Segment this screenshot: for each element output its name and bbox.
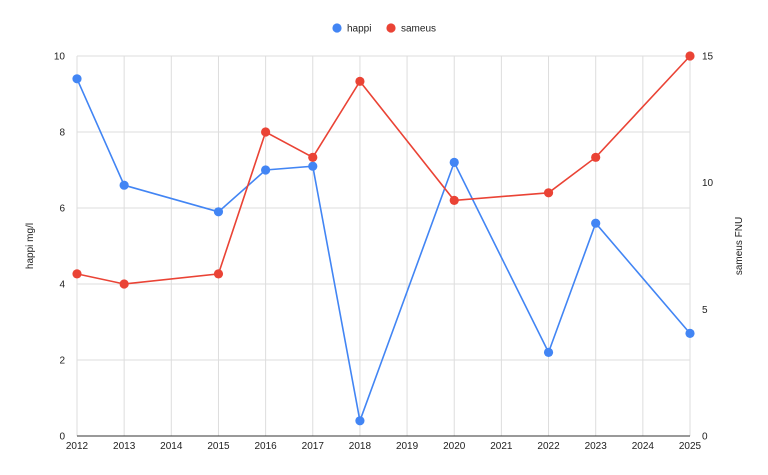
legend: happi sameus <box>332 23 436 35</box>
data-point-happi <box>119 180 129 190</box>
x-tick-label: 2020 <box>443 441 466 452</box>
legend-label-sameus: sameus <box>401 24 436 35</box>
data-point-happi <box>72 74 82 84</box>
data-point-sameus <box>543 188 554 198</box>
data-point-happi <box>685 328 695 338</box>
series-points <box>72 51 695 426</box>
x-tick-label: 2024 <box>632 441 655 452</box>
data-point-sameus <box>685 51 695 61</box>
series-line-happi <box>76 78 691 424</box>
data-point-happi <box>213 207 224 217</box>
x-tick-label: 2015 <box>207 441 230 452</box>
legend-marker-happi <box>332 23 342 33</box>
right-tick-label: 0 <box>702 432 708 443</box>
left-tick-label: 0 <box>59 432 65 443</box>
right-tick-label: 10 <box>702 178 714 189</box>
gridlines <box>76 55 691 437</box>
right-tick-label: 15 <box>702 52 714 63</box>
data-point-sameus <box>355 76 365 86</box>
data-point-sameus <box>261 127 271 137</box>
x-tick-label: 2025 <box>679 441 702 452</box>
series-lines <box>76 55 691 424</box>
x-tick-label: 2022 <box>537 441 560 452</box>
x-tick-label: 2016 <box>254 441 277 452</box>
x-tick-label: 2021 <box>490 441 513 452</box>
data-point-happi <box>591 218 601 228</box>
x-tick-label: 2013 <box>113 441 136 452</box>
x-tick-label: 2017 <box>302 441 325 452</box>
data-point-sameus <box>308 152 318 162</box>
data-point-sameus <box>449 195 459 205</box>
x-tick-label: 2023 <box>585 441 608 452</box>
left-tick-label: 4 <box>59 280 65 291</box>
left-axis-ticks: 0 2 4 6 8 10 <box>54 52 66 443</box>
data-point-sameus <box>591 152 601 162</box>
data-point-happi <box>543 347 554 357</box>
right-axis-title: sameus FNU <box>734 217 745 275</box>
data-point-happi <box>308 161 318 171</box>
left-tick-label: 2 <box>59 356 65 367</box>
legend-label-happi: happi <box>347 24 371 35</box>
left-tick-label: 10 <box>54 52 66 63</box>
left-tick-label: 8 <box>59 128 65 139</box>
data-point-happi <box>449 157 459 167</box>
series-line-sameus <box>76 55 691 285</box>
data-point-sameus <box>72 269 82 279</box>
x-axis-ticks: 2012 2013 2014 2015 2016 2017 2018 2019 2020 2021… <box>66 441 702 452</box>
left-tick-label: 6 <box>59 204 65 215</box>
x-tick-label: 2014 <box>160 441 183 452</box>
data-point-sameus <box>119 279 129 289</box>
data-point-sameus <box>213 269 224 279</box>
data-point-happi <box>261 165 271 175</box>
x-tick-label: 2018 <box>349 441 372 452</box>
left-axis-title: happi mg/l <box>25 223 36 269</box>
legend-marker-sameus <box>386 23 396 33</box>
right-tick-label: 5 <box>702 305 708 316</box>
x-tick-label: 2019 <box>396 441 419 452</box>
x-tick-label: 2012 <box>66 441 89 452</box>
data-point-happi <box>355 416 365 426</box>
right-axis-ticks: 0 5 10 15 <box>702 52 714 443</box>
